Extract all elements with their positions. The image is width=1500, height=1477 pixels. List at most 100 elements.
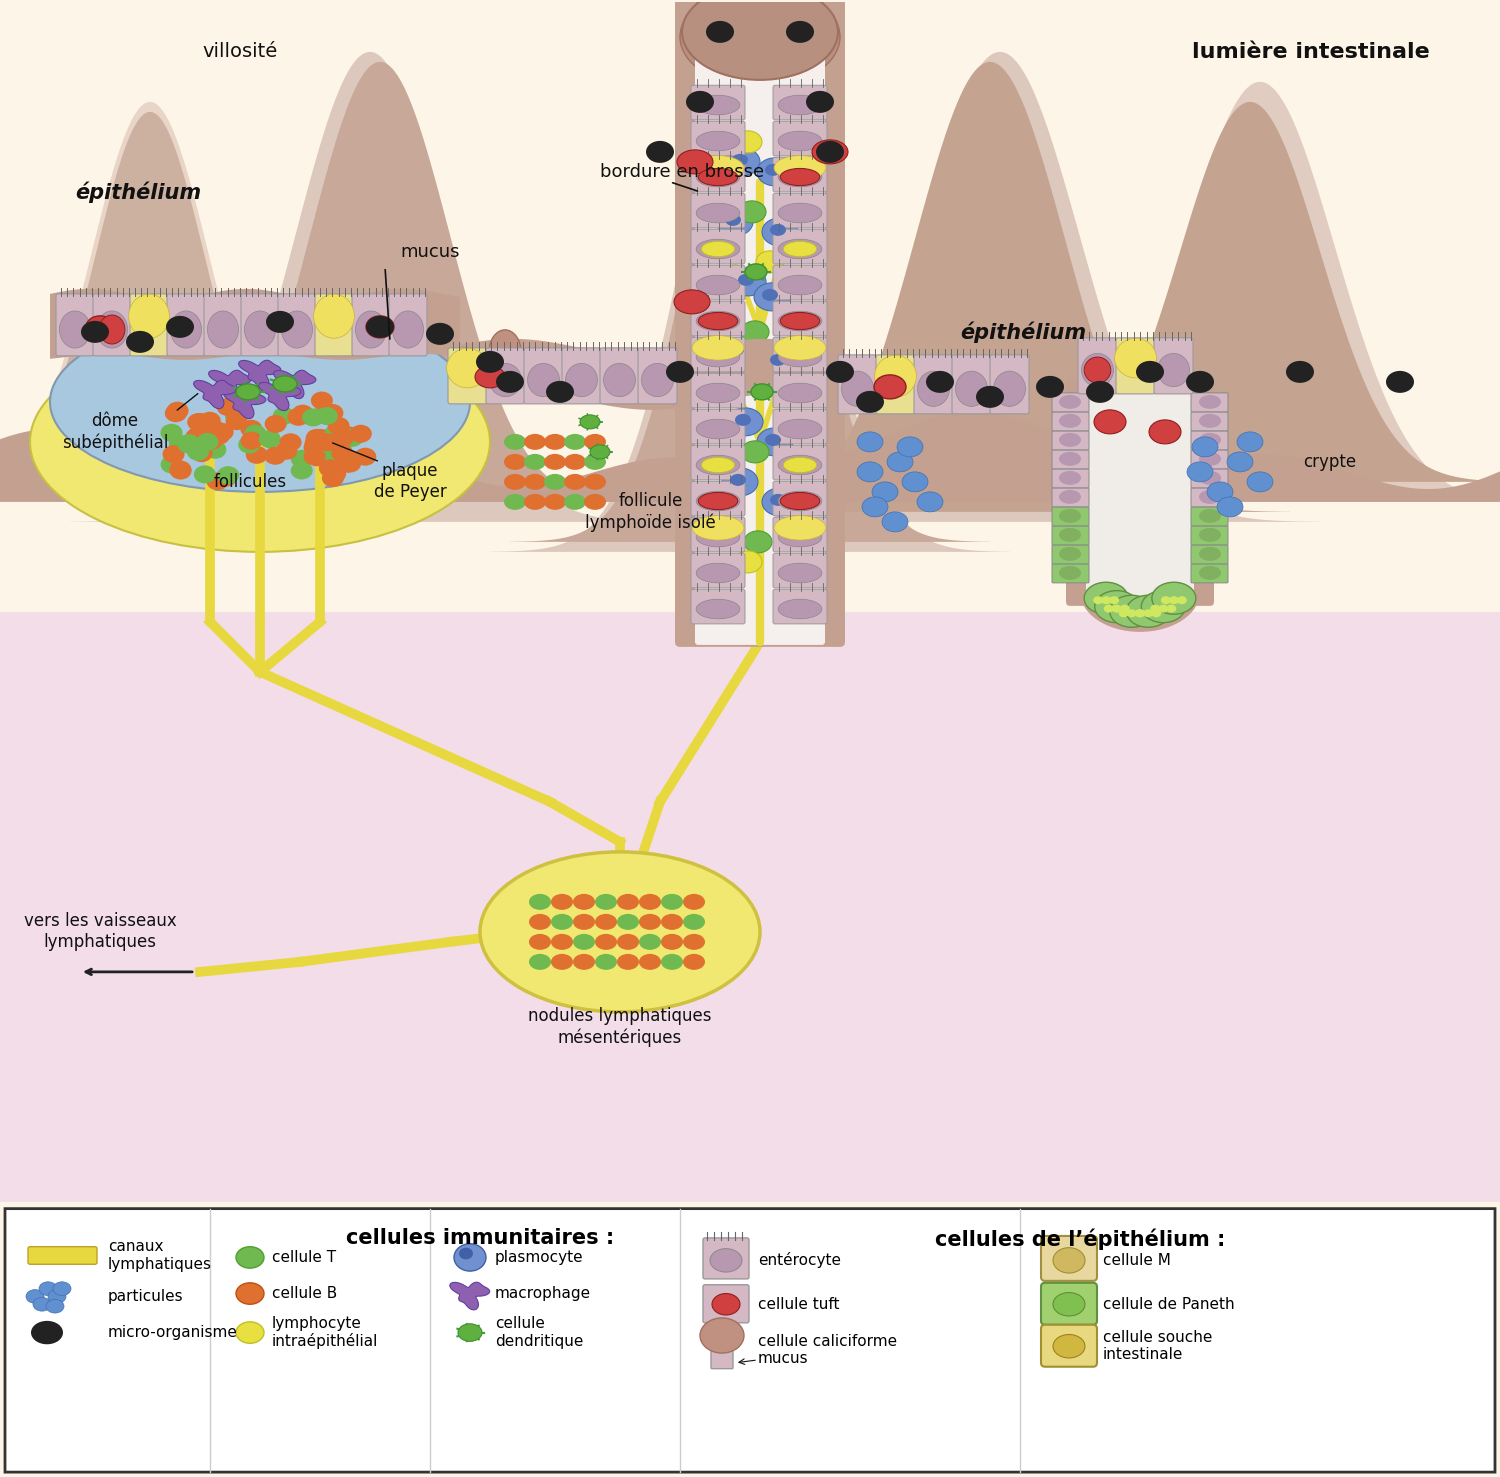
- Ellipse shape: [30, 332, 490, 552]
- Ellipse shape: [236, 1284, 264, 1304]
- Ellipse shape: [350, 425, 372, 443]
- Ellipse shape: [566, 363, 597, 397]
- Text: macrophage: macrophage: [495, 1286, 591, 1301]
- FancyBboxPatch shape: [692, 409, 746, 445]
- Ellipse shape: [616, 933, 639, 950]
- Ellipse shape: [544, 474, 566, 490]
- Ellipse shape: [780, 313, 820, 329]
- Ellipse shape: [584, 434, 606, 450]
- FancyBboxPatch shape: [1191, 487, 1228, 507]
- Ellipse shape: [778, 347, 822, 366]
- Ellipse shape: [778, 455, 822, 474]
- FancyBboxPatch shape: [1154, 338, 1192, 394]
- Ellipse shape: [304, 434, 327, 452]
- FancyBboxPatch shape: [914, 354, 952, 414]
- Ellipse shape: [288, 408, 309, 425]
- Ellipse shape: [696, 167, 740, 186]
- Ellipse shape: [1095, 591, 1138, 623]
- FancyBboxPatch shape: [711, 1346, 734, 1369]
- Polygon shape: [70, 52, 670, 521]
- FancyBboxPatch shape: [692, 121, 746, 157]
- Ellipse shape: [730, 474, 746, 486]
- Ellipse shape: [273, 406, 296, 425]
- Ellipse shape: [366, 316, 394, 338]
- Ellipse shape: [504, 453, 526, 470]
- FancyBboxPatch shape: [692, 266, 746, 300]
- FancyBboxPatch shape: [1041, 1236, 1096, 1281]
- Ellipse shape: [279, 433, 302, 452]
- Ellipse shape: [774, 515, 826, 541]
- Ellipse shape: [1059, 471, 1082, 484]
- Ellipse shape: [170, 461, 192, 479]
- Ellipse shape: [166, 402, 189, 419]
- Ellipse shape: [550, 933, 573, 950]
- Polygon shape: [258, 383, 302, 411]
- FancyBboxPatch shape: [952, 354, 992, 414]
- Ellipse shape: [332, 428, 354, 446]
- Text: épithélium: épithélium: [960, 321, 1086, 343]
- Ellipse shape: [318, 443, 340, 462]
- Ellipse shape: [770, 493, 786, 507]
- FancyBboxPatch shape: [600, 349, 639, 403]
- Ellipse shape: [1168, 597, 1179, 604]
- FancyBboxPatch shape: [388, 294, 427, 356]
- Ellipse shape: [916, 492, 944, 513]
- Ellipse shape: [550, 914, 573, 931]
- FancyBboxPatch shape: [242, 294, 279, 356]
- Ellipse shape: [309, 428, 332, 448]
- FancyBboxPatch shape: [692, 301, 746, 335]
- Ellipse shape: [1084, 357, 1112, 383]
- Ellipse shape: [756, 251, 784, 273]
- Ellipse shape: [224, 399, 246, 418]
- Ellipse shape: [806, 92, 834, 112]
- Ellipse shape: [81, 321, 110, 343]
- Ellipse shape: [1059, 490, 1082, 504]
- Text: épithélium: épithélium: [75, 182, 201, 202]
- Ellipse shape: [752, 384, 772, 400]
- Ellipse shape: [1112, 604, 1122, 613]
- Ellipse shape: [596, 914, 616, 931]
- FancyBboxPatch shape: [1052, 393, 1089, 412]
- Ellipse shape: [724, 148, 760, 176]
- Ellipse shape: [1198, 510, 1221, 523]
- Ellipse shape: [696, 131, 740, 151]
- Ellipse shape: [160, 455, 183, 474]
- FancyBboxPatch shape: [692, 337, 746, 372]
- FancyBboxPatch shape: [1052, 450, 1089, 468]
- Polygon shape: [690, 62, 1290, 513]
- Ellipse shape: [676, 149, 712, 174]
- FancyBboxPatch shape: [990, 354, 1029, 414]
- Ellipse shape: [194, 465, 216, 483]
- Ellipse shape: [1152, 610, 1161, 617]
- Ellipse shape: [778, 275, 822, 295]
- Ellipse shape: [165, 405, 188, 422]
- Ellipse shape: [734, 551, 762, 573]
- Ellipse shape: [616, 954, 639, 970]
- FancyBboxPatch shape: [1191, 564, 1228, 583]
- FancyBboxPatch shape: [486, 349, 525, 403]
- Text: cellule caliciforme
mucus: cellule caliciforme mucus: [758, 1334, 897, 1366]
- Ellipse shape: [712, 1294, 740, 1315]
- Ellipse shape: [762, 487, 798, 515]
- Ellipse shape: [528, 363, 560, 397]
- Ellipse shape: [1198, 471, 1221, 484]
- Ellipse shape: [856, 391, 883, 414]
- Ellipse shape: [573, 954, 596, 970]
- Ellipse shape: [778, 204, 822, 223]
- Ellipse shape: [700, 1317, 744, 1353]
- FancyBboxPatch shape: [166, 294, 206, 356]
- Ellipse shape: [544, 493, 566, 510]
- Ellipse shape: [1053, 1248, 1084, 1273]
- Ellipse shape: [786, 21, 814, 43]
- Ellipse shape: [722, 468, 758, 496]
- Ellipse shape: [454, 1244, 486, 1272]
- Ellipse shape: [856, 431, 883, 452]
- Text: villosité: villosité: [202, 41, 278, 61]
- Ellipse shape: [778, 167, 822, 186]
- Ellipse shape: [1059, 566, 1082, 580]
- Ellipse shape: [60, 312, 90, 349]
- Ellipse shape: [1098, 564, 1182, 620]
- FancyBboxPatch shape: [772, 193, 826, 227]
- Ellipse shape: [596, 894, 616, 910]
- Ellipse shape: [754, 284, 790, 310]
